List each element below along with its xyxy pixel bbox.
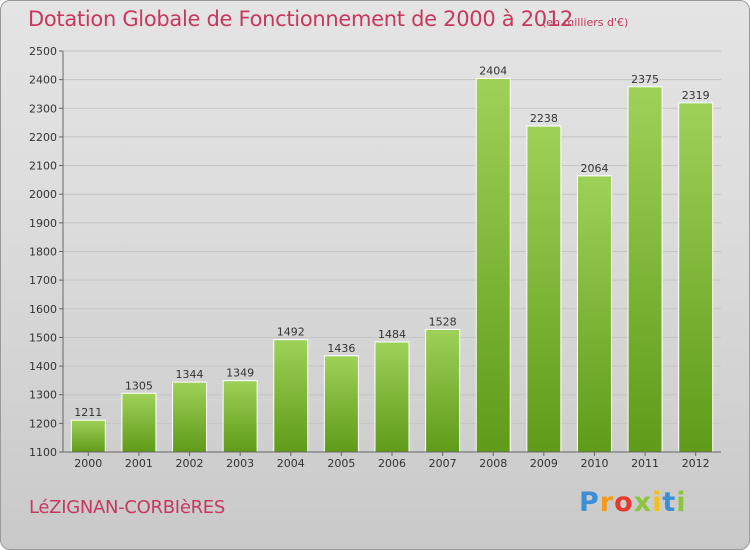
logo-letter: i — [652, 487, 663, 518]
x-tick-label: 2011 — [631, 457, 659, 470]
bar-value-label: 1211 — [74, 406, 102, 419]
logo-letter: t — [662, 487, 677, 518]
logo-letter: P — [579, 487, 600, 518]
bar-value-label: 1436 — [327, 342, 355, 355]
x-tick-label: 2001 — [125, 457, 153, 470]
bar — [678, 102, 714, 453]
bar — [172, 381, 208, 453]
bar-value-label: 1484 — [378, 328, 406, 341]
bar-value-label: 1344 — [176, 368, 204, 381]
bar — [222, 380, 258, 453]
y-tick-label: 1700 — [29, 274, 57, 287]
y-tick-label: 2100 — [29, 160, 57, 173]
bar-value-label: 1492 — [277, 326, 305, 339]
y-tick-label: 1500 — [29, 331, 57, 344]
x-tick-label: 2009 — [530, 457, 558, 470]
bar — [526, 125, 562, 453]
bar — [374, 341, 410, 453]
y-tick-label: 1900 — [29, 217, 57, 230]
bar-value-label: 2064 — [580, 162, 608, 175]
x-tick-label: 2006 — [378, 457, 406, 470]
bar — [475, 77, 511, 453]
bar-value-label: 1305 — [125, 379, 153, 392]
bar-value-label: 1528 — [429, 315, 457, 328]
y-tick-label: 1800 — [29, 246, 57, 259]
y-tick-label: 2300 — [29, 102, 57, 115]
bar — [70, 419, 106, 453]
x-tick-label: 2004 — [277, 457, 305, 470]
bar-value-label: 2375 — [631, 73, 659, 86]
logo-letter: x — [633, 487, 653, 518]
y-tick-label: 1200 — [29, 417, 57, 430]
y-tick-label: 1600 — [29, 303, 57, 316]
proxiti-logo: Proxiti — [579, 487, 687, 518]
unit-note: (en milliers d'€) — [542, 16, 629, 29]
chart-title: Dotation Globale de Fonctionnement de 20… — [28, 7, 573, 31]
bar — [273, 339, 309, 453]
logo-letter: i — [676, 487, 687, 518]
y-tick-label: 1300 — [29, 389, 57, 402]
x-tick-label: 2000 — [74, 457, 102, 470]
x-tick-label: 2005 — [327, 457, 355, 470]
x-tick-label: 2002 — [176, 457, 204, 470]
y-tick-label: 1400 — [29, 360, 57, 373]
bar-value-label: 1349 — [226, 367, 254, 380]
x-tick-label: 2007 — [429, 457, 457, 470]
bar — [323, 355, 359, 453]
bar-value-label: 2238 — [530, 112, 558, 125]
bar-value-label: 2404 — [479, 64, 507, 77]
y-tick-label: 2500 — [29, 45, 57, 58]
y-tick-label: 2000 — [29, 188, 57, 201]
y-tick-label: 2200 — [29, 131, 57, 144]
bar — [627, 86, 663, 453]
logo-letter: o — [614, 487, 634, 518]
y-tick-label: 2400 — [29, 74, 57, 87]
commune-name: LéZIGNAN-CORBIèRES — [29, 497, 225, 518]
bar — [576, 175, 612, 453]
bar — [121, 392, 157, 453]
x-tick-label: 2012 — [682, 457, 710, 470]
x-tick-label: 2003 — [226, 457, 254, 470]
logo-letter: r — [599, 487, 615, 518]
bar — [425, 328, 461, 453]
y-tick-label: 1100 — [29, 446, 57, 459]
x-tick-label: 2008 — [479, 457, 507, 470]
x-tick-label: 2010 — [580, 457, 608, 470]
bar-value-label: 2319 — [682, 89, 710, 102]
